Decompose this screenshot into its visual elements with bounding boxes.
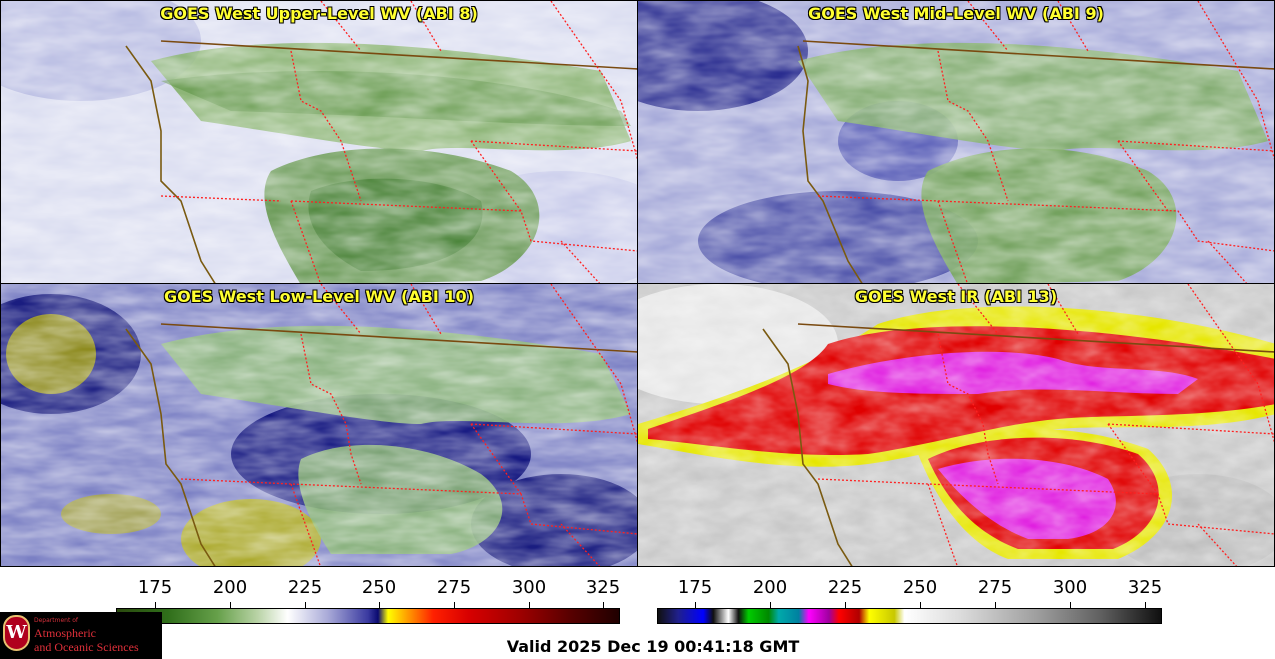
wv-tick-label: 275: [436, 577, 472, 598]
wv-tick-label: 300: [511, 577, 547, 598]
ir-tick-mark: [845, 602, 846, 608]
wv-tick-mark: [454, 602, 455, 608]
wv-tick-mark: [305, 602, 306, 608]
panel-ir: GOES West IR (ABI 13): [637, 283, 1275, 567]
uw-seal-icon: W: [3, 615, 30, 651]
logo-line-oceanic: and Oceanic Sciences: [34, 640, 139, 654]
wv-tick-mark: [603, 602, 604, 608]
wv-tick-label: 250: [361, 577, 397, 598]
wv-colorbar: [116, 608, 620, 624]
panel-upper-level-wv: GOES West Upper-Level WV (ABI 8): [0, 0, 638, 284]
wv-mid-image: [638, 1, 1274, 283]
panel-title: GOES West Mid-Level WV (ABI 9): [808, 4, 1104, 23]
wv-tick-mark: [230, 602, 231, 608]
ir-tick-label: 250: [902, 577, 938, 598]
ir-tick-label: 300: [1052, 577, 1088, 598]
wv-tick-label: 225: [287, 577, 323, 598]
wv-tick-label: 325: [585, 577, 621, 598]
ir-tick-label: 175: [677, 577, 713, 598]
wv-tick-mark: [155, 602, 156, 608]
wv-low-image: [1, 284, 637, 566]
wv-upper-image: [1, 1, 637, 283]
ir-tick-mark: [1070, 602, 1071, 608]
logo-department: Department of: [34, 617, 78, 624]
panel-title: GOES West Low-Level WV (ABI 10): [163, 287, 474, 306]
ir-tick-label: 200: [752, 577, 788, 598]
panel-title: GOES West IR (ABI 13): [854, 287, 1058, 306]
ir-tick-label: 275: [977, 577, 1013, 598]
ir-colorbar: [657, 608, 1162, 624]
ir-image: [638, 284, 1274, 566]
wv-tick-label: 200: [212, 577, 248, 598]
ir-tick-mark: [695, 602, 696, 608]
ir-tick-mark: [770, 602, 771, 608]
wv-tick-mark: [379, 602, 380, 608]
ir-tick-mark: [920, 602, 921, 608]
ir-tick-label: 325: [1127, 577, 1163, 598]
ir-tick-mark: [995, 602, 996, 608]
ir-tick-mark: [1145, 602, 1146, 608]
panel-mid-level-wv: GOES West Mid-Level WV (ABI 9): [637, 0, 1275, 284]
ir-tick-label: 225: [827, 577, 863, 598]
panel-low-level-wv: GOES West Low-Level WV (ABI 10): [0, 283, 638, 567]
aos-logo: W Department of Atmospheric and Oceanic …: [0, 612, 162, 659]
panel-title: GOES West Upper-Level WV (ABI 8): [160, 4, 478, 23]
valid-time: Valid 2025 Dec 19 00:41:18 GMT: [506, 637, 800, 656]
wv-tick-mark: [529, 602, 530, 608]
logo-line-atmospheric: Atmospheric: [34, 626, 96, 640]
wv-tick-label: 175: [137, 577, 173, 598]
